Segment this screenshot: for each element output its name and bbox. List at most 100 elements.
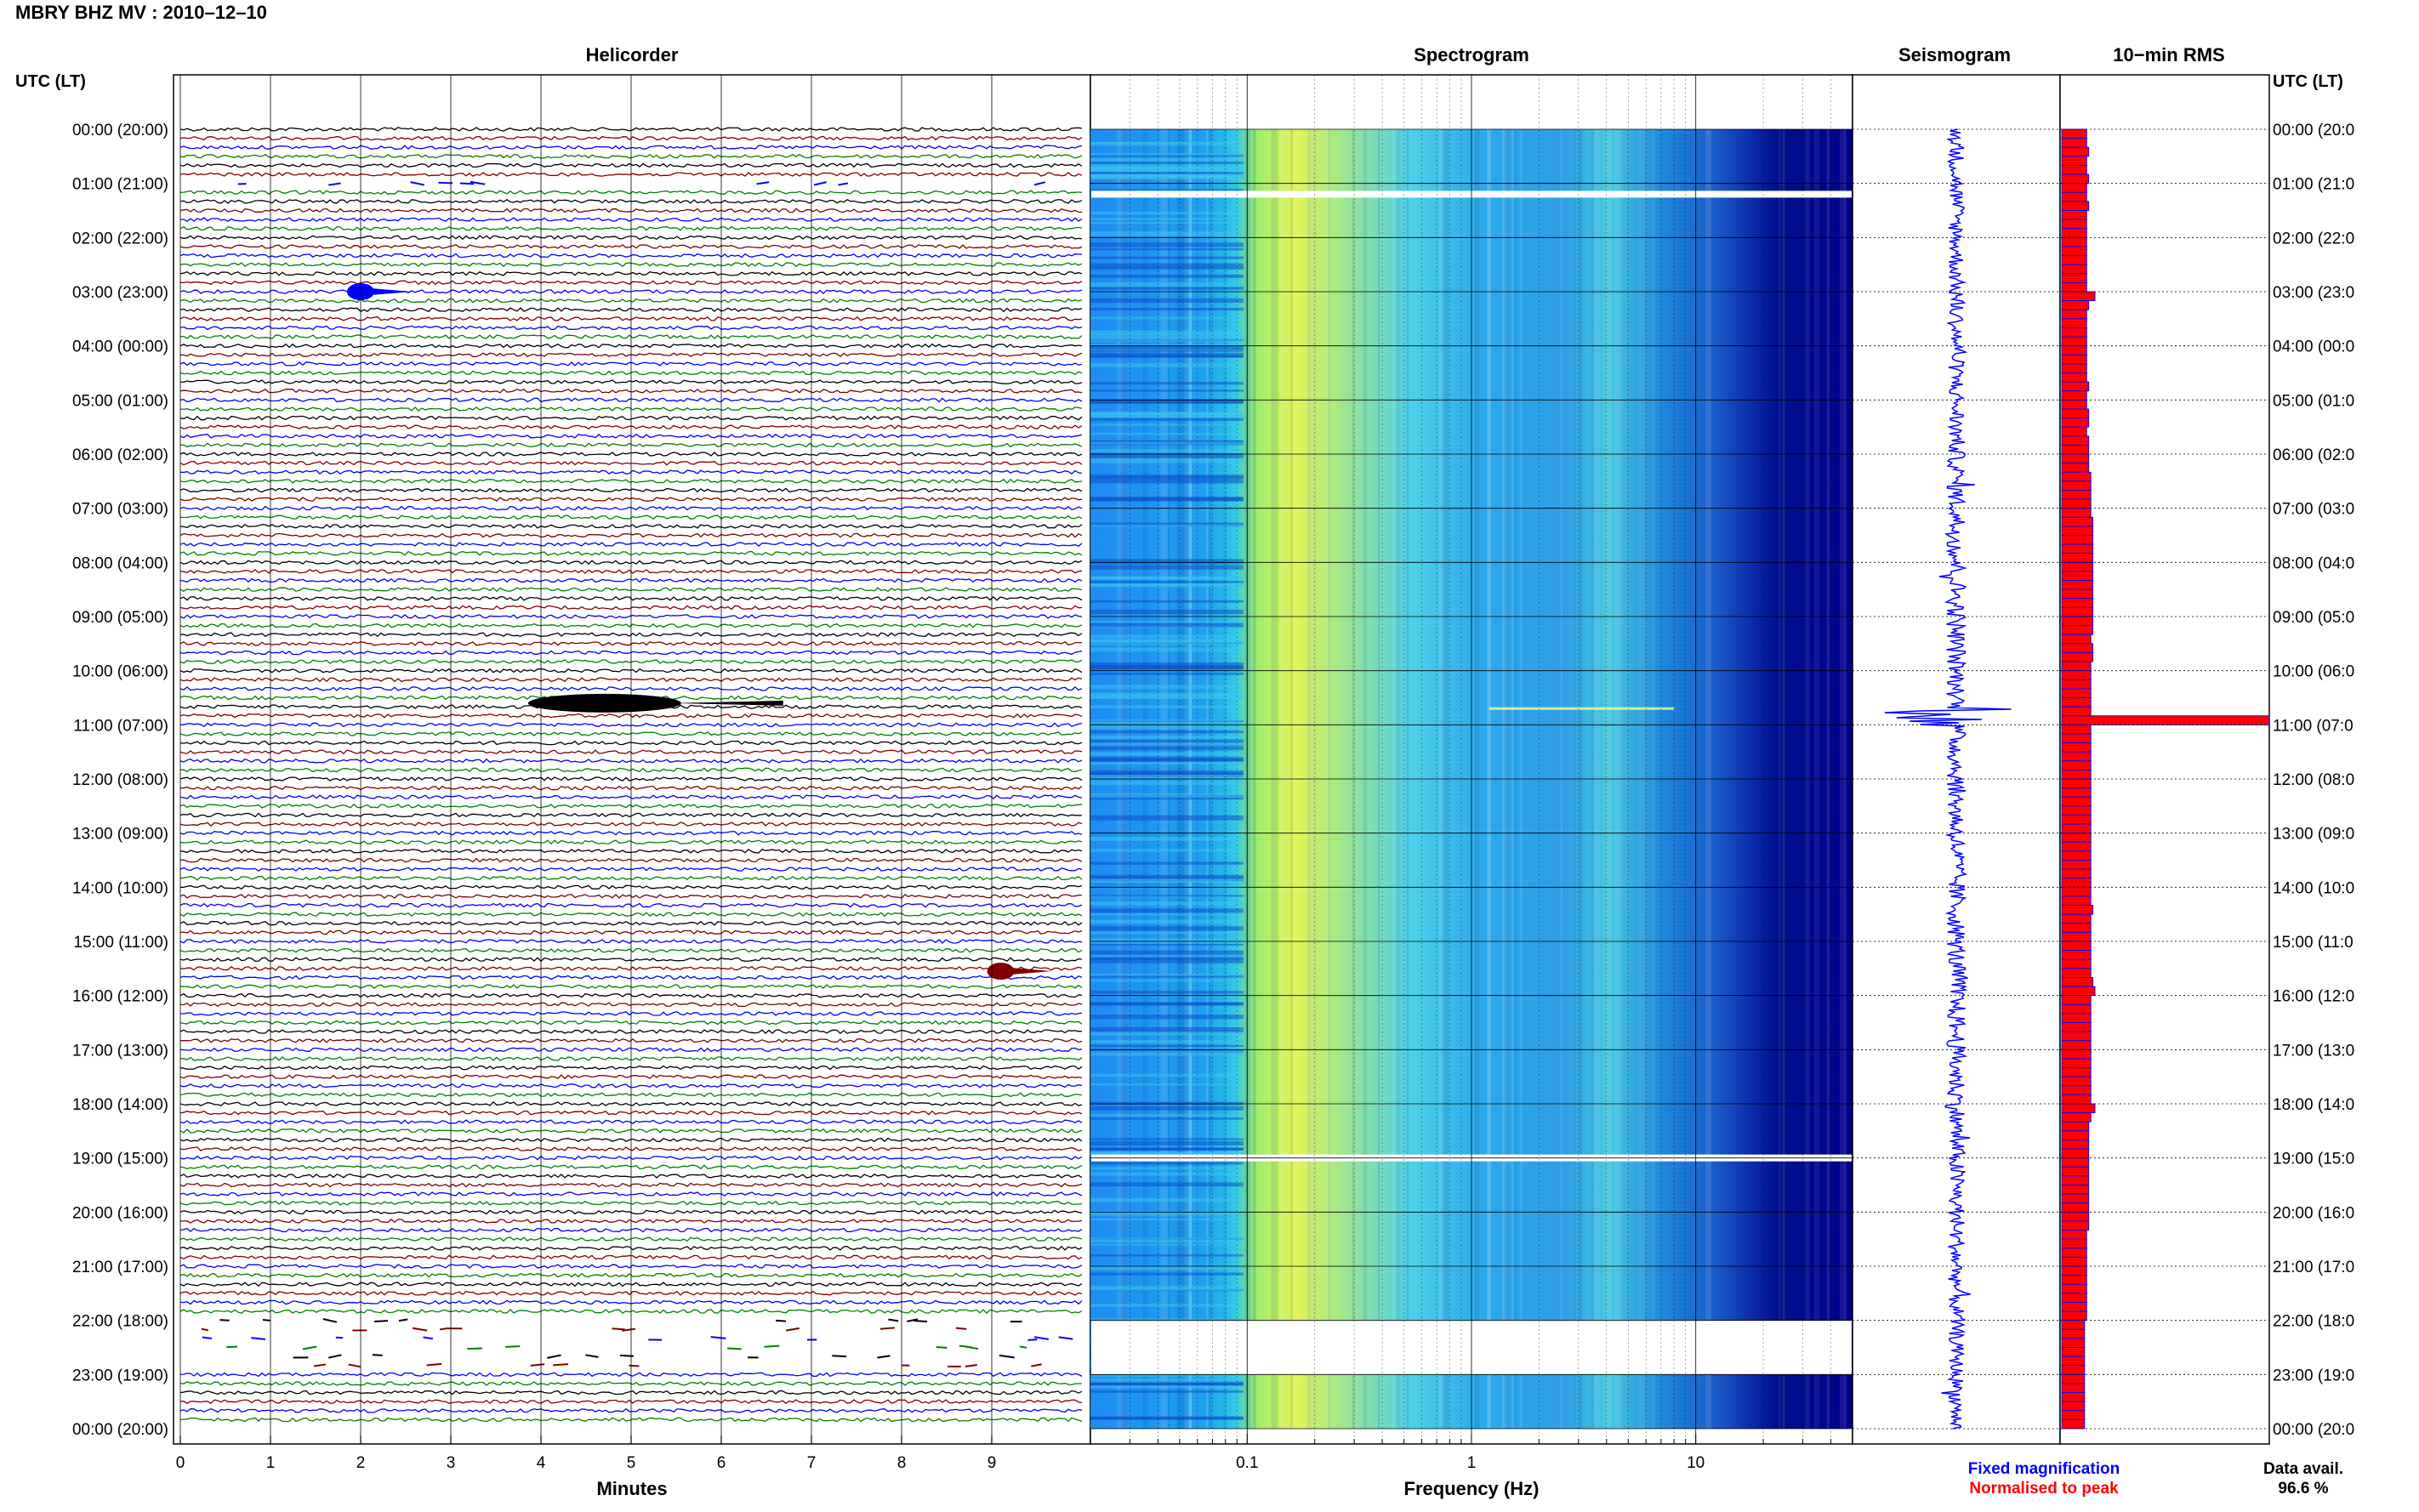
- data-avail-value: 96.6 %: [2278, 1480, 2328, 1498]
- spectrogram-noise-band: [1090, 1210, 1244, 1216]
- rms-bar: [2061, 923, 2092, 933]
- spectrogram-noise-band: [1090, 950, 1244, 956]
- rms-bar: [2061, 588, 2094, 600]
- helicorder-gap-fragment: [505, 1345, 521, 1348]
- spectrogram-noise-band: [1090, 1151, 1244, 1157]
- rms-bar: [2061, 489, 2092, 500]
- hour-label-left: 00:00 (20:00): [72, 122, 168, 139]
- minutes-tick-label: 2: [356, 1454, 366, 1472]
- helicorder-gap-fragment: [410, 181, 424, 186]
- rms-bar: [2061, 769, 2092, 780]
- spectrogram-noise-band: [1090, 1039, 1244, 1043]
- rms-bar: [2061, 1410, 2086, 1420]
- hour-label-left: 23:00 (19:00): [72, 1367, 168, 1384]
- helicorder-frame: [173, 74, 1091, 1445]
- hour-label-right: 21:00 (17:0: [2273, 1259, 2354, 1276]
- rms-bar: [2061, 1049, 2092, 1060]
- spectrogram-noise-band: [1090, 316, 1244, 320]
- spectrogram-noise-band: [1090, 1266, 1244, 1270]
- frequency-tick-label: 10: [1687, 1454, 1705, 1472]
- spectrogram-noise-band: [1090, 943, 1244, 946]
- hour-label-left: 10:00 (06:00): [72, 663, 168, 681]
- rms-bar: [2061, 1328, 2086, 1339]
- rms-bar: [2061, 1238, 2087, 1249]
- rms-bar: [2061, 1022, 2092, 1032]
- helicorder-gap-fragment: [764, 1344, 780, 1348]
- spectrogram-noise-band: [1090, 1381, 1244, 1386]
- spectrogram-noise-band: [1090, 901, 1244, 906]
- rms-bar: [2061, 1401, 2086, 1412]
- rms-bar: [2061, 986, 2096, 997]
- hour-label-right: 10:00 (06:0: [2273, 663, 2354, 681]
- minutes-tick-label: 6: [717, 1454, 726, 1472]
- spectrogram-noise-band: [1090, 973, 1244, 976]
- rms-bar: [2061, 156, 2087, 166]
- rms-bar: [2061, 1265, 2087, 1276]
- hour-label-left: 14:00 (10:00): [72, 879, 168, 897]
- helicorder-gap-fragment: [622, 1327, 636, 1332]
- hour-label-left: 19:00 (15:00): [72, 1151, 168, 1168]
- rms-bar: [2061, 183, 2087, 193]
- rms-bar: [2061, 1365, 2086, 1375]
- time-axis-label-right: UTC (LT): [2273, 72, 2343, 91]
- spectrogram-noise-band: [1090, 338, 1244, 342]
- rms-bar: [2061, 363, 2087, 373]
- hour-label-left: 22:00 (18:00): [72, 1313, 168, 1331]
- spectrogram-noise-band: [1090, 1237, 1244, 1242]
- spectrogram-noise-band: [1090, 389, 1244, 392]
- rms-bar: [2061, 300, 2090, 310]
- spectrogram-noise-band: [1090, 908, 1244, 913]
- minutes-tick-label: 5: [627, 1454, 636, 1472]
- helicorder-grid: [179, 75, 993, 1444]
- spectrogram-noise-band: [1090, 382, 1244, 385]
- rms-bar: [2061, 236, 2087, 247]
- rms-bar: [2061, 733, 2092, 744]
- hour-label-right: 07:00 (03:0: [2273, 501, 2354, 519]
- minutes-tick-label: 9: [988, 1454, 997, 1472]
- spectrogram-noise-band: [1090, 1416, 1244, 1420]
- rms-bar: [2061, 1157, 2090, 1168]
- rms-bar: [2061, 778, 2092, 789]
- rms-bar: [2061, 408, 2090, 419]
- spectrogram-noise-band: [1090, 1390, 1244, 1393]
- rms-bar: [2061, 651, 2094, 662]
- spectrogram-noise-band: [1090, 174, 1244, 180]
- spectrogram-noise-band: [1090, 849, 1244, 852]
- spectrogram-noise-band: [1090, 401, 1244, 404]
- spectrogram-panel: 0.1 1 10: [1090, 74, 1853, 1472]
- spectrogram-event-line: [1488, 707, 1675, 710]
- rms-bar: [2061, 643, 2094, 653]
- spectrogram-noise-band: [1090, 1374, 1244, 1378]
- spectrogram-noise-band: [1090, 1050, 1244, 1056]
- helicorder-gap-fragment: [838, 182, 849, 186]
- rms-bar: [2061, 390, 2087, 401]
- rms-bar: [2061, 354, 2087, 365]
- spectrogram-noise-band: [1090, 1114, 1244, 1117]
- rms-bar: [2061, 878, 2092, 888]
- rms-bar: [2061, 453, 2090, 464]
- rms-bar: [2061, 724, 2092, 735]
- helicorder-gap-fragment: [629, 1364, 640, 1367]
- helicorder-gap-fragment: [955, 1327, 967, 1330]
- rms-bar: [2061, 372, 2087, 383]
- helicorder-gap-fragment: [251, 1337, 266, 1340]
- minutes-tick-label: 7: [807, 1454, 817, 1472]
- hour-label-right: 23:00 (19:0: [2273, 1367, 2354, 1384]
- rms-bar: [2061, 138, 2087, 148]
- helicorder-panel: 0 1 2 3 4 5 6 7 8 9: [173, 74, 1091, 1472]
- spectrogram-noise-band: [1090, 1162, 1244, 1165]
- frequency-axis-label: Frequency (Hz): [1404, 1478, 1540, 1499]
- rms-bar: [2061, 1293, 2087, 1303]
- helicorder-gap-fragment: [776, 1319, 787, 1322]
- spectrogram-noise-band: [1090, 662, 1244, 668]
- spectrogram-noise-band: [1090, 991, 1244, 994]
- rms-panel: [2059, 74, 2270, 1445]
- hour-label-right: 08:00 (04:0: [2273, 554, 2354, 572]
- rms-bars: [2061, 128, 2270, 1430]
- rms-bar: [2061, 1248, 2087, 1258]
- rms-bar: [2061, 688, 2092, 698]
- helicorder-gap-fragment: [785, 1327, 800, 1332]
- spectrogram-noise-band: [1090, 497, 1244, 502]
- spectrogram-noise-band: [1090, 931, 1244, 935]
